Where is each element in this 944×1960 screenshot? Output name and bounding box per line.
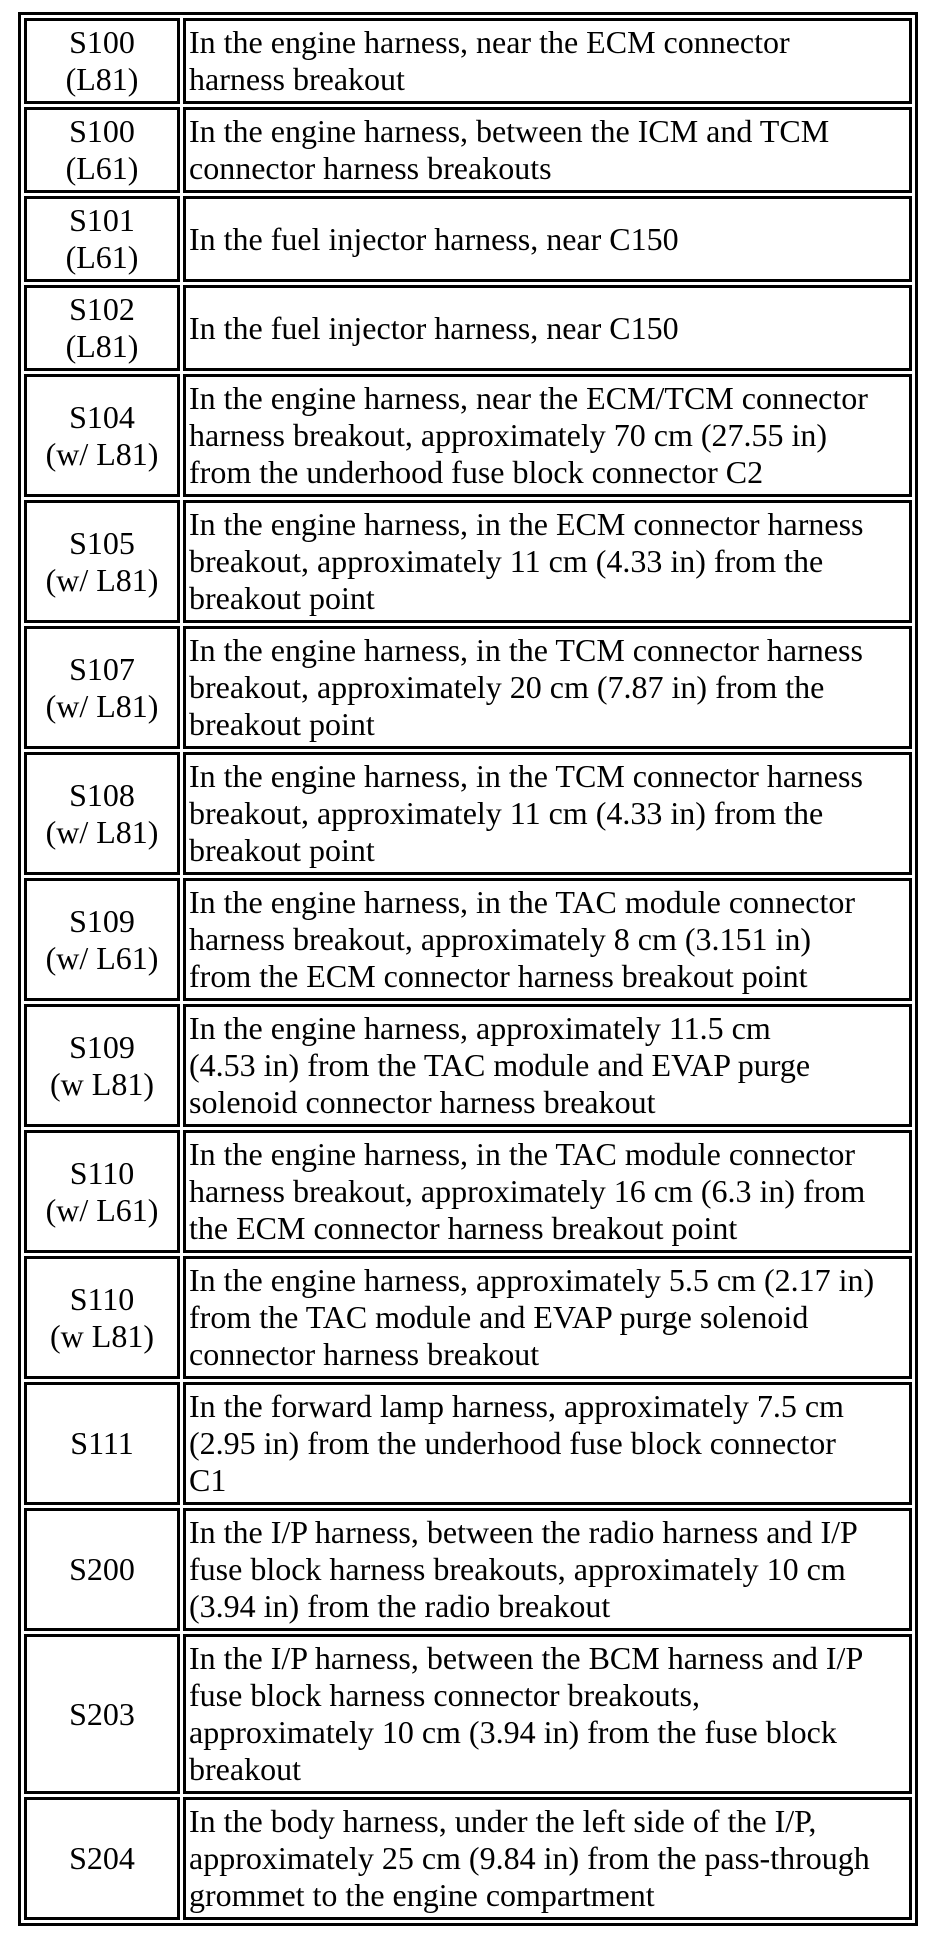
- splice-location: In the engine harness, in the TAC module…: [189, 884, 855, 994]
- splice-location-cell: In the engine harness, in the TAC module…: [183, 1130, 912, 1253]
- table-row: S100 (L61) In the engine harness, betwee…: [24, 107, 912, 193]
- splice-id: S109: [69, 1028, 135, 1065]
- splice-location: In the engine harness, in the ECM connec…: [189, 506, 864, 616]
- splice-location-cell: In the engine harness, in the TCM connec…: [183, 752, 912, 875]
- table-row: S105 (w/ L81) In the engine harness, in …: [24, 500, 912, 623]
- table-row: S109 (w L81) In the engine harness, appr…: [24, 1004, 912, 1127]
- table-row: S104 (w/ L81) In the engine harness, nea…: [24, 374, 912, 497]
- splice-engine-code: (L61): [65, 239, 139, 275]
- splice-location-cell: In the body harness, under the left side…: [183, 1797, 912, 1920]
- splice-engine-code: (L61): [65, 150, 139, 186]
- splice-id: S204: [69, 1840, 135, 1876]
- splice-id-cell: S110 (w/ L61): [24, 1130, 180, 1253]
- splice-location: In the fuel injector harness, near C150: [189, 220, 679, 257]
- splice-id-cell: S100 (L61): [24, 107, 180, 193]
- splice-id: S111: [70, 1425, 134, 1461]
- splice-id-cell: S102 (L81): [24, 285, 180, 371]
- splice-id-cell: S104 (w/ L81): [24, 374, 180, 497]
- splice-location-cell: In the forward lamp harness, approximate…: [183, 1382, 912, 1505]
- splice-engine-code: (w/ L81): [45, 687, 159, 724]
- splice-location: In the engine harness, near the ECM conn…: [189, 24, 790, 97]
- splice-location: In the I/P harness, between the BCM harn…: [189, 1640, 864, 1787]
- splice-location: In the I/P harness, between the radio ha…: [189, 1514, 858, 1624]
- splice-engine-code: (w/ L81): [45, 561, 159, 598]
- splice-location: In the engine harness, in the TAC module…: [189, 1136, 866, 1246]
- splice-location-cell: In the engine harness, near the ECM conn…: [183, 18, 912, 104]
- table-row: S107 (w/ L81) In the engine harness, in …: [24, 626, 912, 749]
- splice-engine-code: (L81): [65, 61, 139, 97]
- splice-id-cell: S100 (L81): [24, 18, 180, 104]
- splice-location-cell: In the engine harness, near the ECM/TCM …: [183, 374, 912, 497]
- splice-engine-code: (L81): [65, 328, 139, 364]
- splice-id-cell: S111: [24, 1382, 180, 1505]
- splice-id-cell: S200: [24, 1508, 180, 1631]
- table-row: S100 (L81) In the engine harness, near t…: [24, 18, 912, 104]
- table-row: S200 In the I/P harness, between the rad…: [24, 1508, 912, 1631]
- splice-location: In the engine harness, in the TCM connec…: [189, 632, 863, 742]
- table-body: S100 (L81) In the engine harness, near t…: [24, 18, 912, 1920]
- splice-id: S100: [69, 24, 135, 60]
- splice-location-cell: In the engine harness, in the TCM connec…: [183, 626, 912, 749]
- splice-location-cell: In the engine harness, approximately 5.5…: [183, 1256, 912, 1379]
- table-row: S109 (w/ L61) In the engine harness, in …: [24, 878, 912, 1001]
- splice-location: In the engine harness, in the TCM connec…: [189, 758, 863, 868]
- table-row: S111 In the forward lamp harness, approx…: [24, 1382, 912, 1505]
- splice-id: S105: [69, 524, 135, 561]
- splice-engine-code: (w/ L81): [45, 813, 159, 850]
- splice-id: S110: [69, 1154, 135, 1191]
- table-row: S110 (w L81) In the engine harness, appr…: [24, 1256, 912, 1379]
- splice-engine-code: (w/ L81): [45, 435, 159, 472]
- splice-id-cell: S107 (w/ L81): [24, 626, 180, 749]
- splice-location-cell: In the engine harness, between the ICM a…: [183, 107, 912, 193]
- splice-engine-code: (w/ L61): [45, 939, 159, 976]
- splice-id: S110: [69, 1280, 135, 1317]
- splice-location: In the fuel injector harness, near C150: [189, 309, 679, 346]
- splice-location-cell: In the engine harness, in the TAC module…: [183, 878, 912, 1001]
- splice-location-cell: In the engine harness, in the ECM connec…: [183, 500, 912, 623]
- splice-location: In the engine harness, near the ECM/TCM …: [189, 380, 868, 490]
- table-row: S203 In the I/P harness, between the BCM…: [24, 1634, 912, 1794]
- splice-id: S109: [69, 902, 135, 939]
- splice-id-cell: S109 (w/ L61): [24, 878, 180, 1001]
- splice-id: S101: [69, 202, 135, 238]
- splice-id-cell: S204: [24, 1797, 180, 1920]
- splice-id-cell: S109 (w L81): [24, 1004, 180, 1127]
- splice-location: In the engine harness, approximately 5.5…: [189, 1262, 875, 1372]
- splice-location-cell: In the fuel injector harness, near C150: [183, 196, 912, 282]
- table-row: S101 (L61) In the fuel injector harness,…: [24, 196, 912, 282]
- splice-engine-code: (w L81): [50, 1317, 154, 1354]
- splice-location: In the engine harness, approximately 11.…: [189, 1010, 811, 1120]
- splice-id: S200: [69, 1551, 135, 1587]
- splice-id: S100: [69, 113, 135, 149]
- splice-engine-code: (w L81): [50, 1065, 154, 1102]
- splice-location: In the body harness, under the left side…: [189, 1803, 870, 1913]
- splice-id: S203: [69, 1695, 135, 1732]
- splice-location-cell: In the I/P harness, between the radio ha…: [183, 1508, 912, 1631]
- splice-id-cell: S105 (w/ L81): [24, 500, 180, 623]
- splice-id: S104: [69, 398, 135, 435]
- splice-id: S102: [69, 291, 135, 327]
- splice-id-cell: S108 (w/ L81): [24, 752, 180, 875]
- splice-id-cell: S101 (L61): [24, 196, 180, 282]
- splice-location: In the engine harness, between the ICM a…: [189, 113, 830, 186]
- table-row: S108 (w/ L81) In the engine harness, in …: [24, 752, 912, 875]
- splice-id: S107: [69, 650, 135, 687]
- splice-location-table: S100 (L81) In the engine harness, near t…: [18, 12, 918, 1926]
- table-row: S110 (w/ L61) In the engine harness, in …: [24, 1130, 912, 1253]
- splice-location: In the forward lamp harness, approximate…: [189, 1388, 844, 1498]
- splice-location-cell: In the fuel injector harness, near C150: [183, 285, 912, 371]
- splice-engine-code: (w/ L61): [45, 1191, 159, 1228]
- splice-location-cell: In the engine harness, approximately 11.…: [183, 1004, 912, 1127]
- splice-id-cell: S203: [24, 1634, 180, 1794]
- table-row: S102 (L81) In the fuel injector harness,…: [24, 285, 912, 371]
- splice-location-cell: In the I/P harness, between the BCM harn…: [183, 1634, 912, 1794]
- splice-id: S108: [69, 776, 135, 813]
- splice-id-cell: S110 (w L81): [24, 1256, 180, 1379]
- table-row: S204 In the body harness, under the left…: [24, 1797, 912, 1920]
